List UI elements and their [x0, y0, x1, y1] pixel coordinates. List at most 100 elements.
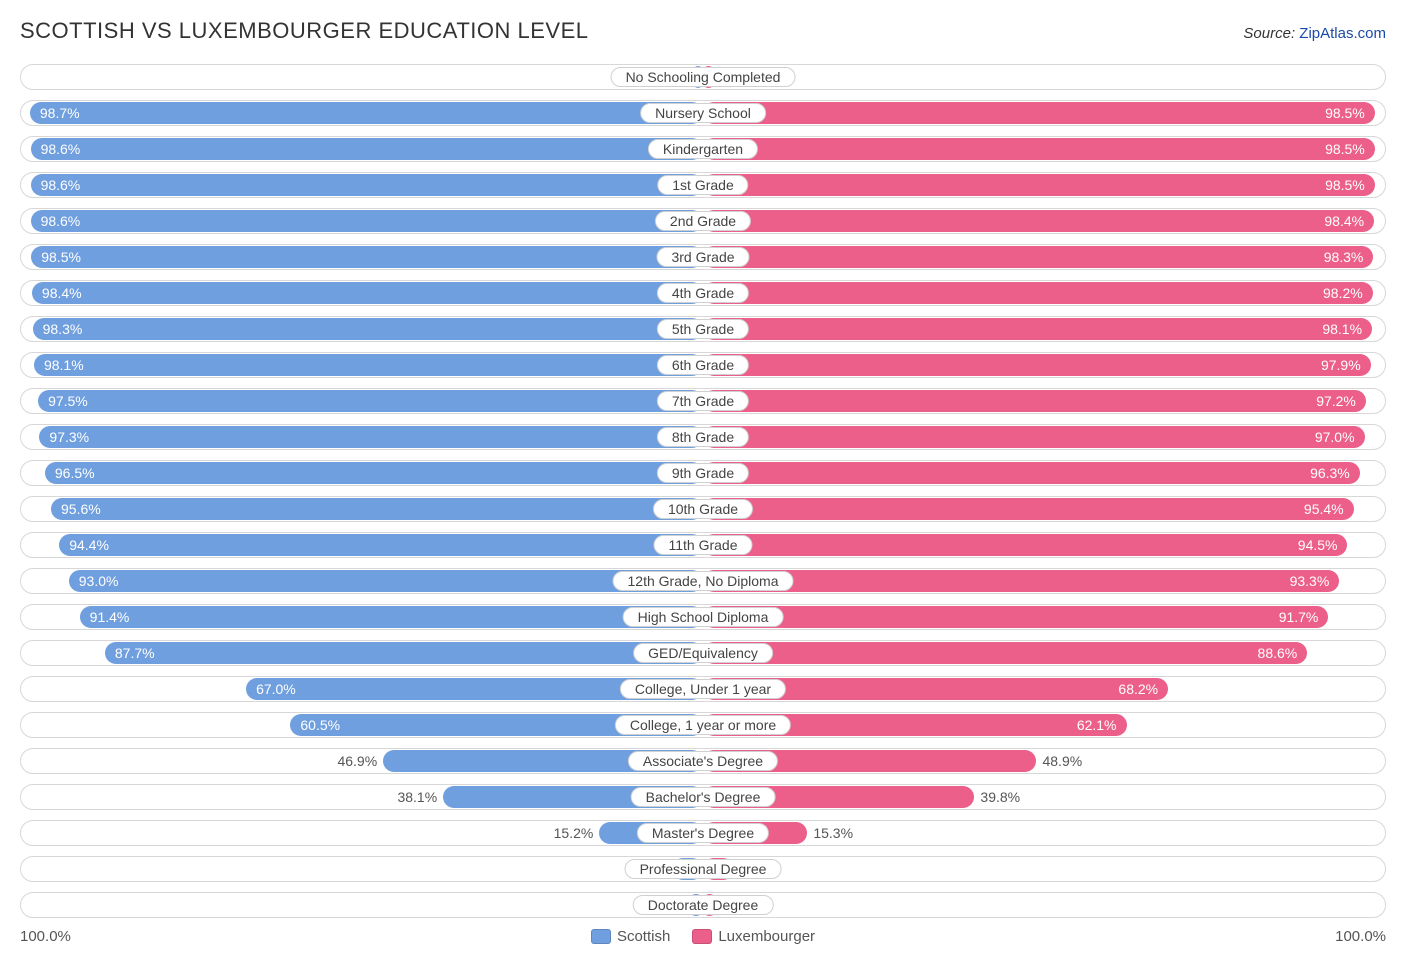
category-label: 7th Grade — [657, 391, 749, 411]
chart-title: SCOTTISH VS LUXEMBOURGER EDUCATION LEVEL — [20, 18, 588, 44]
bar-right — [703, 138, 1375, 160]
bar-row: 98.7% 98.5% Nursery School — [20, 100, 1386, 126]
value-right: 97.0% — [1309, 425, 1361, 449]
legend-swatch-right — [692, 929, 712, 944]
category-label: Nursery School — [640, 103, 766, 123]
value-right: 97.2% — [1310, 389, 1362, 413]
bar-right — [703, 570, 1339, 592]
bar-left — [31, 174, 703, 196]
bar-row: 38.1%39.8%Bachelor's Degree — [20, 784, 1386, 810]
category-label: 12th Grade, No Diploma — [613, 571, 794, 591]
bar-row: 93.0% 93.3% 12th Grade, No Diploma — [20, 568, 1386, 594]
category-label: GED/Equivalency — [633, 643, 773, 663]
chart-container: SCOTTISH VS LUXEMBOURGER EDUCATION LEVEL… — [0, 0, 1406, 965]
chart-footer: 100.0% Scottish Luxembourger 100.0% — [20, 928, 1386, 945]
category-label: High School Diploma — [623, 607, 784, 627]
bar-row: 97.5% 97.2% 7th Grade — [20, 388, 1386, 414]
bar-left — [39, 426, 703, 448]
bar-row: 98.4% 98.2% 4th Grade — [20, 280, 1386, 306]
bar-left — [31, 138, 703, 160]
value-right: 93.3% — [1284, 569, 1336, 593]
bar-right — [703, 498, 1354, 520]
value-right: 62.1% — [1071, 713, 1123, 737]
value-left: 98.4% — [36, 281, 88, 305]
category-label: 8th Grade — [657, 427, 749, 447]
value-left: 15.2% — [548, 821, 600, 845]
bar-row: 98.5% 98.3% 3rd Grade — [20, 244, 1386, 270]
value-left: 95.6% — [55, 497, 107, 521]
bar-row: 87.7%88.6%GED/Equivalency — [20, 640, 1386, 666]
category-label: College, Under 1 year — [620, 679, 786, 699]
category-label: 6th Grade — [657, 355, 749, 375]
value-right: 98.5% — [1319, 137, 1371, 161]
bar-row: 46.9%48.9%Associate's Degree — [20, 748, 1386, 774]
bar-left — [30, 102, 703, 124]
axis-max-left: 100.0% — [20, 928, 71, 945]
legend-item-right: Luxembourger — [692, 928, 815, 945]
bar-right — [703, 606, 1328, 628]
legend-label-right: Luxembourger — [718, 928, 815, 945]
bar-right — [703, 246, 1373, 268]
value-right: 96.3% — [1304, 461, 1356, 485]
bar-left — [59, 534, 703, 556]
legend-swatch-left — [591, 929, 611, 944]
header: SCOTTISH VS LUXEMBOURGER EDUCATION LEVEL… — [20, 18, 1386, 44]
value-left: 98.6% — [35, 173, 87, 197]
value-left: 46.9% — [331, 749, 383, 773]
value-right: 98.5% — [1319, 101, 1371, 125]
source-attribution: Source: ZipAtlas.com — [1243, 25, 1386, 42]
bar-left — [80, 606, 703, 628]
category-label: 5th Grade — [657, 319, 749, 339]
value-right: 95.4% — [1298, 497, 1350, 521]
bar-row: 96.5%96.3%9th Grade — [20, 460, 1386, 486]
value-right: 98.3% — [1318, 245, 1370, 269]
bar-row: 95.6% 95.4% 10th Grade — [20, 496, 1386, 522]
bar-row: 1.4%1.6%No Schooling Completed — [20, 64, 1386, 90]
bar-rows: 1.4%1.6%No Schooling Completed 98.7% 98.5%… — [20, 64, 1386, 918]
value-left: 96.5% — [49, 461, 101, 485]
bar-left — [34, 354, 703, 376]
category-label: 3rd Grade — [656, 247, 749, 267]
value-left: 97.3% — [43, 425, 95, 449]
bar-row: 60.5%62.1%College, 1 year or more — [20, 712, 1386, 738]
bar-right — [703, 462, 1360, 484]
bar-left — [45, 462, 703, 484]
category-label: Associate's Degree — [628, 751, 778, 771]
value-left: 93.0% — [73, 569, 125, 593]
value-right: 98.1% — [1316, 317, 1368, 341]
bar-row: 94.4%94.5%11th Grade — [20, 532, 1386, 558]
value-right: 88.6% — [1252, 641, 1304, 665]
bar-left — [38, 390, 703, 412]
value-left: 97.5% — [42, 389, 94, 413]
value-right: 98.2% — [1317, 281, 1369, 305]
bar-left — [31, 246, 703, 268]
bar-row: 97.3% 97.0% 8th Grade — [20, 424, 1386, 450]
value-left: 98.5% — [35, 245, 87, 269]
bar-row: 98.6%98.5%1st Grade — [20, 172, 1386, 198]
value-left: 98.6% — [35, 137, 87, 161]
category-label: 4th Grade — [657, 283, 749, 303]
legend-item-left: Scottish — [591, 928, 670, 945]
category-label: 11th Grade — [653, 535, 752, 555]
legend: Scottish Luxembourger — [591, 928, 815, 945]
category-label: Kindergarten — [648, 139, 758, 159]
category-label: Doctorate Degree — [633, 895, 774, 915]
bar-left — [51, 498, 703, 520]
bar-row: 4.6%4.6%Professional Degree — [20, 856, 1386, 882]
bar-left — [33, 318, 703, 340]
bar-row: 15.2%15.3%Master's Degree — [20, 820, 1386, 846]
bar-left — [31, 210, 703, 232]
bar-right — [703, 318, 1372, 340]
value-right: 15.3% — [807, 821, 859, 845]
category-label: 10th Grade — [653, 499, 753, 519]
source-link[interactable]: ZipAtlas.com — [1299, 25, 1386, 42]
value-right: 94.5% — [1292, 533, 1344, 557]
value-left: 98.7% — [34, 101, 86, 125]
bar-row: 98.1%97.9%6th Grade — [20, 352, 1386, 378]
category-label: Bachelor's Degree — [631, 787, 776, 807]
value-left: 60.5% — [294, 713, 346, 737]
category-label: 1st Grade — [657, 175, 748, 195]
bar-right — [703, 174, 1375, 196]
category-label: 2nd Grade — [655, 211, 751, 231]
value-left: 98.3% — [37, 317, 89, 341]
